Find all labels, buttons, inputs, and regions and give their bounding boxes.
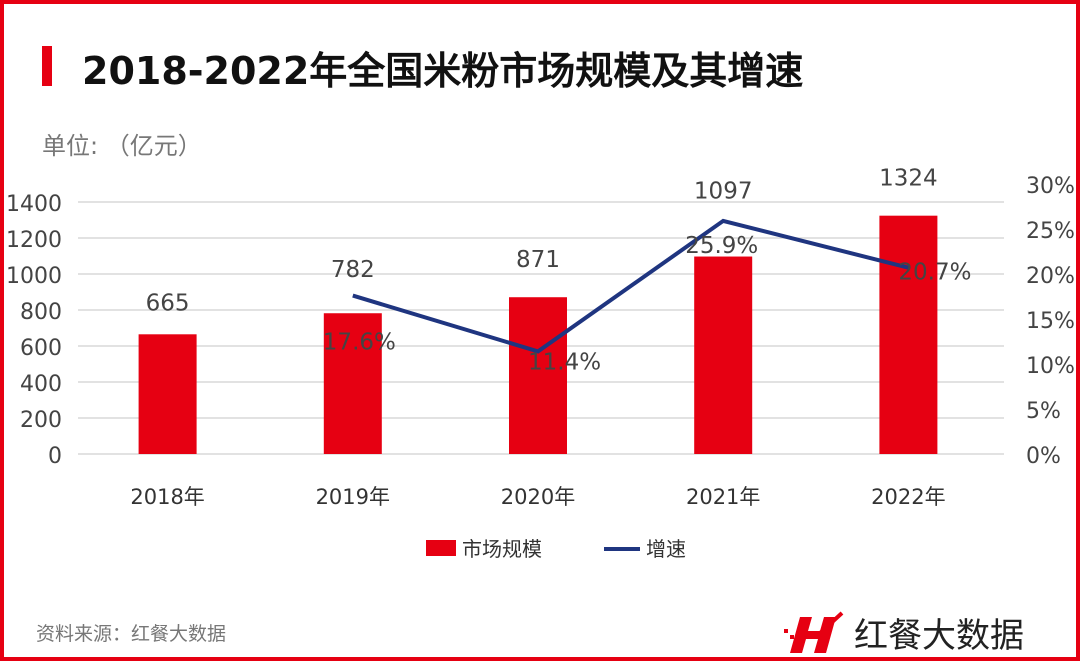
- left-tick-label: 400: [20, 372, 62, 397]
- title-accent-bar: [42, 46, 52, 86]
- right-tick-label: 0%: [1026, 444, 1061, 469]
- legend-bar-label: 市场规模: [462, 537, 542, 561]
- category-label: 2022年: [871, 485, 945, 509]
- bar: [879, 215, 938, 454]
- right-tick-label: 20%: [1026, 264, 1075, 289]
- left-tick-label: 200: [20, 408, 62, 433]
- right-tick-label: 25%: [1026, 219, 1075, 244]
- left-tick-label: 0: [48, 444, 62, 469]
- growth-value-label: 25.9%: [685, 233, 758, 259]
- chart-svg: 0 200 400 600 800 1000 1200 1400 0% 5% 10% 15% 20% 25…: [6, 166, 1075, 561]
- legend-bar-swatch: [426, 540, 456, 556]
- right-tick-label: 15%: [1026, 309, 1075, 334]
- bar: [694, 256, 753, 454]
- right-tick-label: 30%: [1026, 174, 1075, 199]
- bar: [509, 297, 567, 454]
- growth-line: [352, 218, 909, 354]
- category-label: 2019年: [316, 485, 390, 509]
- left-tick-label: 1200: [6, 228, 62, 253]
- right-tick-label: 5%: [1026, 399, 1061, 424]
- category-label: 2020年: [501, 485, 575, 509]
- growth-value-label: 11.4%: [528, 349, 601, 375]
- bar-value-label: 782: [331, 257, 375, 283]
- unit-label: 单位: （亿元）: [42, 132, 202, 160]
- bar-value-label: 1324: [879, 166, 938, 192]
- bar-value-label: 1097: [694, 179, 753, 205]
- chart-title: 2018-2022年全国米粉市场规模及其增速: [82, 49, 804, 93]
- logo-text: 红餐大数据: [854, 616, 1024, 656]
- logo-h-icon: [784, 611, 844, 653]
- left-tick-label: 800: [20, 300, 62, 325]
- bar-value-label: 665: [146, 290, 190, 316]
- bar: [138, 334, 197, 454]
- source-note: 资料来源：红餐大数据: [36, 623, 227, 645]
- left-tick-label: 1000: [6, 264, 62, 289]
- category-label: 2018年: [130, 485, 204, 509]
- left-tick-label: 1400: [6, 192, 62, 217]
- left-tick-label: 600: [20, 336, 62, 361]
- bar-value-label: 871: [516, 247, 560, 273]
- brand-logo: 红餐大数据: [784, 608, 1024, 657]
- legend-line-label: 增速: [646, 537, 686, 561]
- growth-value-label: 17.6%: [323, 330, 396, 356]
- category-label: 2021年: [686, 485, 760, 509]
- right-tick-label: 10%: [1026, 354, 1075, 379]
- bar: [323, 313, 382, 454]
- growth-value-label: 20.7%: [898, 260, 971, 286]
